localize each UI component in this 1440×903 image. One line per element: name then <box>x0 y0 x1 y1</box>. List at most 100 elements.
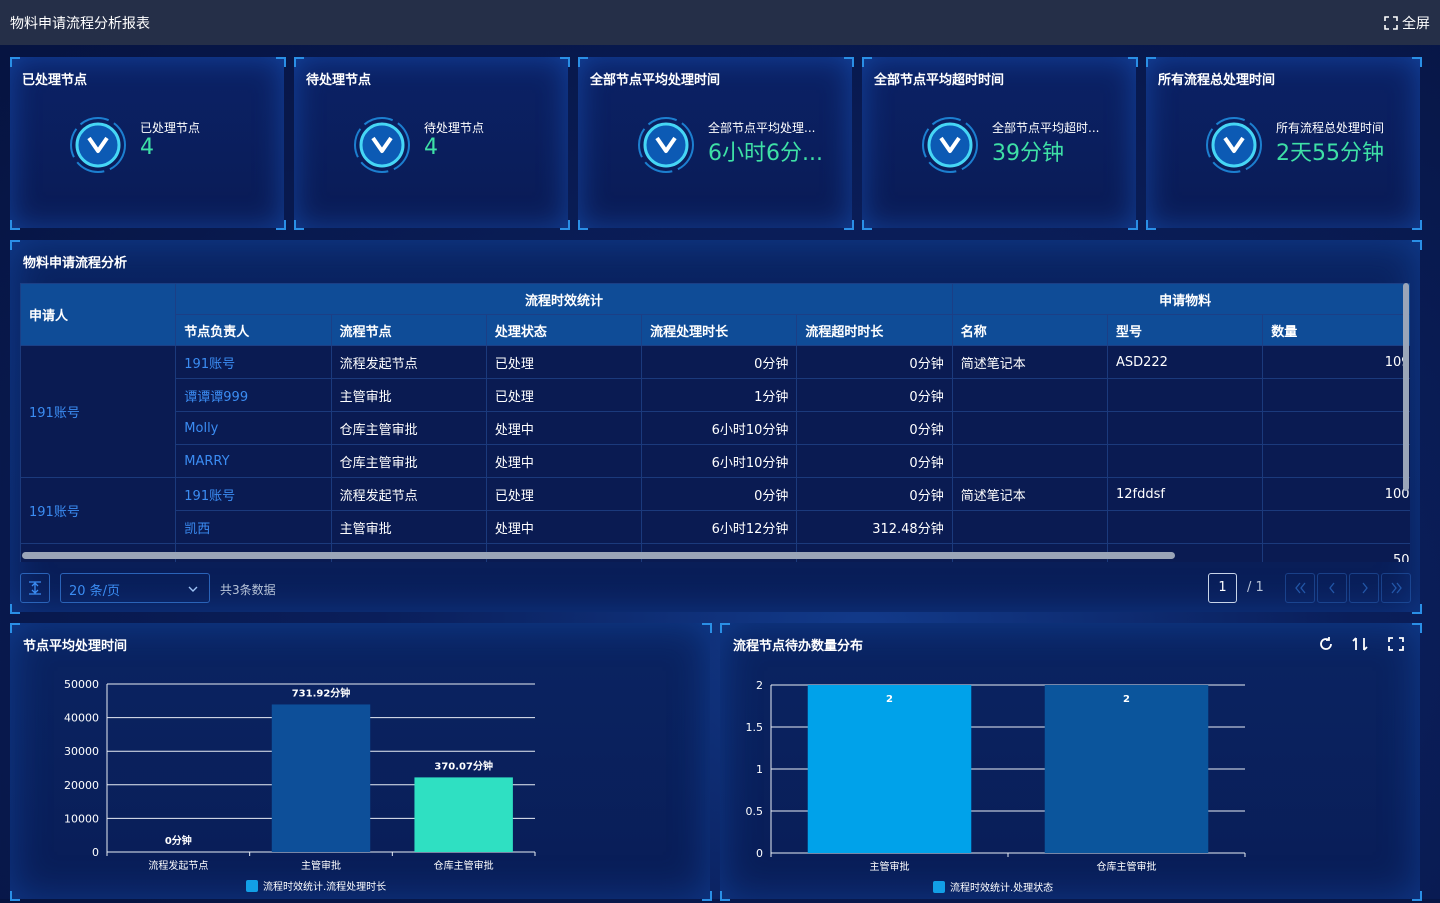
corner-bracket <box>1412 623 1422 633</box>
icon-v <box>87 136 109 153</box>
table-cell: 处理中 <box>485 510 643 544</box>
chart-toolbar <box>1320 637 1404 651</box>
y-tick-label: 1 <box>756 763 763 776</box>
table-cell: 100 <box>1262 477 1410 511</box>
data-label: 731.92分钟 <box>292 686 351 699</box>
fullscreen-button[interactable]: 全屏 <box>1384 13 1430 33</box>
corner-bracket <box>578 220 588 230</box>
table-cell <box>1262 411 1410 445</box>
table-cell: 312.48分钟 <box>796 510 953 544</box>
kpi-icon <box>1206 117 1262 173</box>
sort-icon[interactable] <box>1352 637 1368 651</box>
table-cell: 0分钟 <box>641 477 798 511</box>
h-scrollbar[interactable] <box>22 552 1175 559</box>
table-cell <box>1106 510 1264 544</box>
table-cell: Molly <box>175 411 332 445</box>
corner-bracket <box>294 220 304 230</box>
kpi-value: 6小时6分... <box>708 141 823 166</box>
nav-icon <box>1362 582 1368 594</box>
kpi-card: 待处理节点 待处理节点 4 <box>294 57 570 230</box>
corner-bracket <box>276 57 286 67</box>
kpi-label: 所有流程总处理时间 <box>1276 121 1385 135</box>
table-cell: 主管审批 <box>330 378 487 412</box>
kpi-title: 全部节点平均处理时间 <box>590 73 721 88</box>
icon-v <box>371 136 393 153</box>
kpi-value: 4 <box>424 135 438 160</box>
nav-icon <box>1295 582 1306 594</box>
page-nav-button[interactable] <box>1285 573 1315 603</box>
page-size-select[interactable]: 20 条/页 <box>60 573 210 603</box>
icon-disc <box>75 122 121 168</box>
chart: 0 0.5 1 1.5 2 主管审批 仓库主管审批 2 2 流程时效统计.处理状态 <box>746 679 1246 894</box>
kpi-card: 所有流程总处理时间 所有流程总处理时间 2天55分钟 <box>1146 57 1422 230</box>
table-cell: 流程发起节点 <box>330 345 487 379</box>
total-count: 共3条数据 <box>220 583 276 597</box>
page-nav-button[interactable] <box>1317 573 1347 603</box>
icon-v <box>655 136 677 153</box>
chart-panel: 流程节点待办数量分布 0 0.5 1 1.5 2 主管审批 仓库主管审批 2 2 流程时效统计.处… <box>720 623 1422 901</box>
bar <box>271 704 371 852</box>
table-cell: 凯西 <box>175 510 332 544</box>
kpi-icon <box>638 117 694 173</box>
icon-ring <box>354 117 410 173</box>
applicant-cell: 191账号 <box>20 477 177 544</box>
page-nav-button[interactable] <box>1381 573 1411 603</box>
table-cell <box>951 378 1108 412</box>
icon-disc <box>927 122 973 168</box>
corner-bracket <box>578 57 588 67</box>
kpi-label: 全部节点平均超时... <box>992 121 1100 135</box>
table-row: 191账号191账号流程发起节点已处理0分钟0分钟简述笔记本ASD2221092… <box>20 345 1410 478</box>
expand-icon[interactable] <box>1388 637 1404 651</box>
table-cell: 处理中 <box>485 444 643 478</box>
corner-bracket <box>1146 57 1156 67</box>
table-cell: 6小时12分钟 <box>641 510 798 544</box>
data-table: 申请人流程时效统计申请物料申请节点负责人流程节点处理状态流程处理时长流程超时时长… <box>20 283 1410 562</box>
legend-swatch <box>246 880 258 892</box>
nav-arrow <box>1391 582 1402 594</box>
y-tick-label: 30000 <box>64 745 99 758</box>
table-cell: MARRY <box>175 444 332 478</box>
corner-bracket <box>10 891 20 901</box>
applicant-cell: 191账号 <box>20 345 177 478</box>
corner-bracket <box>1128 57 1138 67</box>
page-nav-button[interactable] <box>1349 573 1379 603</box>
bar <box>807 685 972 853</box>
data-label: 370.07分钟 <box>434 759 493 772</box>
kpi-card: 全部节点平均处理时间 全部节点平均处理... 6小时6分... <box>578 57 854 230</box>
data-label: 2 <box>1123 694 1130 705</box>
refresh-icon[interactable] <box>1320 637 1332 650</box>
table-panel: 物料申请流程分析 申请人流程时效统计申请物料申请节点负责人流程节点处理状态流程处… <box>10 240 1422 614</box>
table-head: 申请人流程时效统计申请物料申请节点负责人流程节点处理状态流程处理时长流程超时时长… <box>20 283 1410 346</box>
icon-v <box>1223 136 1245 153</box>
table-cell <box>951 444 1108 478</box>
corner-bracket <box>720 623 730 633</box>
chart: 0 10000 20000 30000 40000 50000 流程发起节点 主管审批 仓库主管… <box>64 678 536 893</box>
corner-bracket <box>844 220 854 230</box>
table-cell: 简述笔记本 <box>951 477 1108 511</box>
icon-v <box>939 136 961 153</box>
data-label: 0分钟 <box>165 834 192 847</box>
y-tick-label: 0 <box>92 846 99 859</box>
chart-title: 节点平均处理时间 <box>23 639 128 654</box>
kpi-title: 已处理节点 <box>22 73 88 88</box>
table-cell: 191账号 <box>175 345 332 379</box>
icon-ring <box>922 117 978 173</box>
icon-disc <box>643 122 689 168</box>
y-tick-label: 40000 <box>64 712 99 725</box>
table-body: 191账号191账号流程发起节点已处理0分钟0分钟简述笔记本ASD2221092… <box>20 345 1410 562</box>
nav-arrow <box>1329 582 1335 594</box>
kpi-icon <box>354 117 410 173</box>
kpi-value: 4 <box>140 135 154 160</box>
corner-bracket <box>10 57 20 67</box>
v-scrollbar[interactable] <box>1403 283 1409 491</box>
header: 物料申请流程分析报表 全屏 <box>0 0 1440 45</box>
current-page[interactable]: 1 <box>1208 573 1237 603</box>
page-title: 物料申请流程分析报表 <box>10 16 150 32</box>
kpi-label: 已处理节点 <box>140 121 201 135</box>
corner-bracket <box>10 604 20 614</box>
corner-bracket <box>844 57 854 67</box>
header-cell: 申请人 <box>20 283 177 346</box>
density-button[interactable] <box>20 573 50 603</box>
chart-panel: 节点平均处理时间 0 10000 20000 30000 40000 50000 流程发起节… <box>10 623 712 901</box>
table-row: 凯西 主管审批 处理中 6小时12分钟 312.48分钟 <box>21 510 1410 544</box>
